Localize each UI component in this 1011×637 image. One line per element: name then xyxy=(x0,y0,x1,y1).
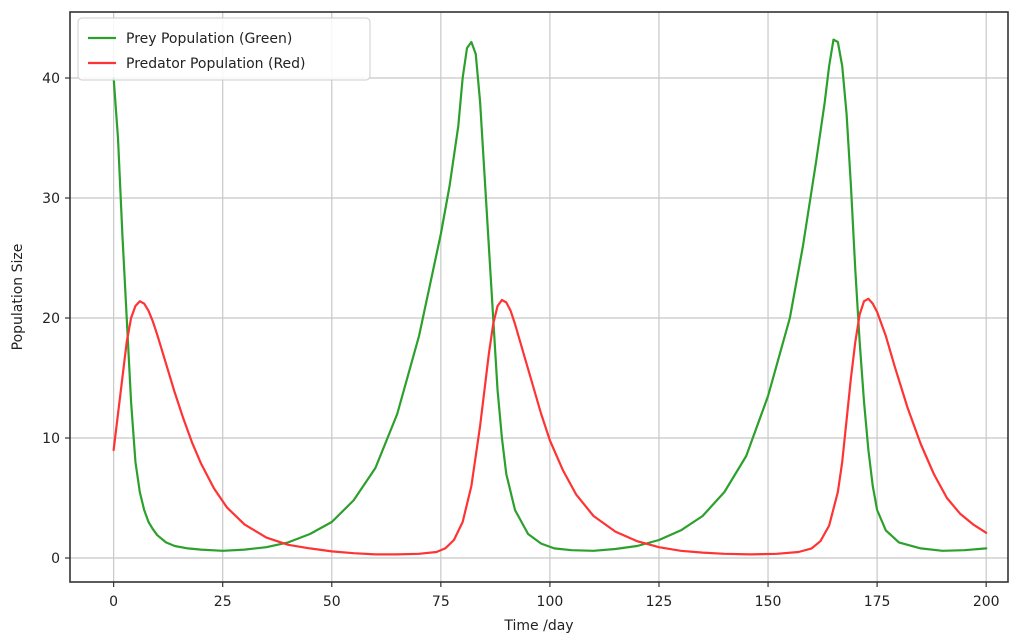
x-tick-label: 75 xyxy=(432,594,450,610)
x-tick-label: 125 xyxy=(646,594,673,610)
ticks: 0 25 50 75 100 125 150 175 200 0 10 20 30 40 xyxy=(42,71,999,610)
series-group xyxy=(112,38,988,556)
legend-entry: Prey Population (Green) xyxy=(126,31,292,47)
series-line-predator xyxy=(112,297,988,556)
x-tick-label: 175 xyxy=(864,594,891,610)
grid xyxy=(70,12,1008,582)
x-tick-label: 200 xyxy=(973,594,1000,610)
x-tick-label: 100 xyxy=(537,594,564,610)
series-line-prey xyxy=(112,38,988,552)
y-axis-label: Population Size xyxy=(10,244,26,351)
y-tick-label: 10 xyxy=(42,431,60,447)
x-axis-label: Time /day xyxy=(503,618,573,634)
legend-entry: Predator Population (Red) xyxy=(126,56,306,72)
x-tick-label: 150 xyxy=(755,594,782,610)
y-tick-label: 20 xyxy=(42,311,60,327)
plot-frame xyxy=(69,11,1009,583)
y-tick-label: 30 xyxy=(42,191,60,207)
x-tick-label: 0 xyxy=(109,594,118,610)
legend-box xyxy=(77,17,371,81)
x-tick-label: 50 xyxy=(323,594,341,610)
y-tick-label: 40 xyxy=(42,71,60,87)
x-tick-label: 25 xyxy=(214,594,232,610)
y-tick-label: 0 xyxy=(51,551,60,567)
legend: Prey Population (Green) Predator Populati… xyxy=(77,17,371,81)
